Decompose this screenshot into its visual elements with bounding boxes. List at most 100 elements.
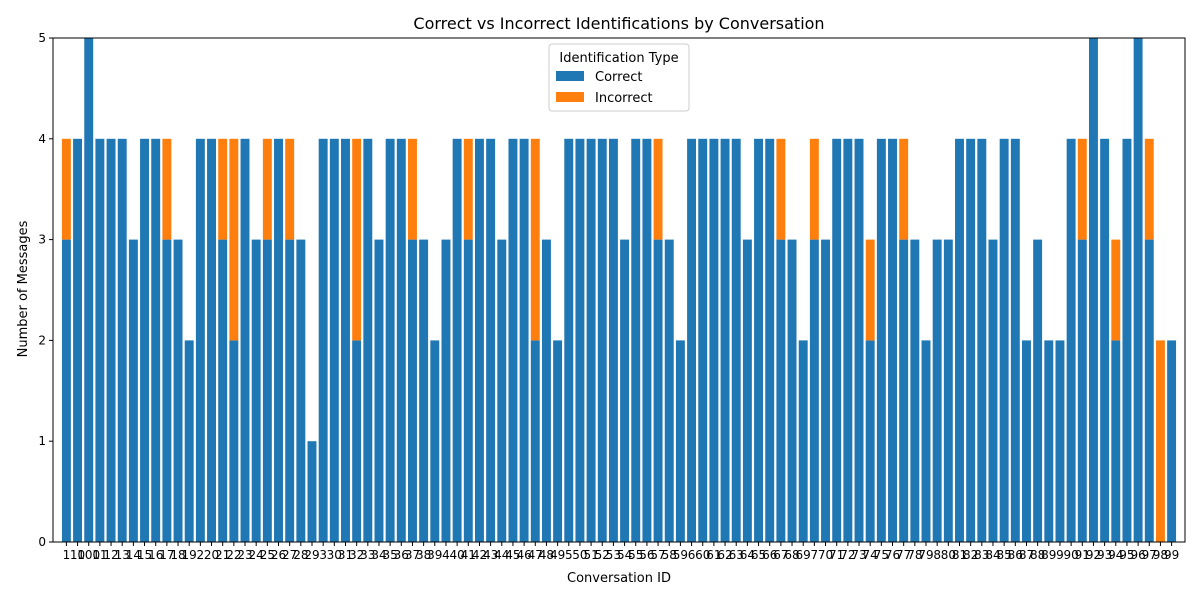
bar-correct-34	[374, 239, 384, 542]
x-tick-label: 16	[148, 548, 163, 562]
x-tick-label: 29	[304, 548, 319, 562]
bar-correct-73	[854, 138, 864, 543]
x-tick-label: 59	[673, 548, 688, 562]
x-tick-label: 73	[851, 548, 866, 562]
x-tick-label: 53	[606, 548, 621, 562]
x-tick-label: 26	[271, 548, 286, 562]
x-tick-label: 5	[565, 548, 573, 562]
x-tick-label: 17	[159, 548, 174, 562]
bar-incorrect-91	[1077, 138, 1087, 240]
bar-correct-25	[262, 239, 272, 542]
bar-correct-53	[608, 138, 618, 543]
x-tick-label: 12	[103, 548, 118, 562]
y-axis: 0 1 2 3 4 5	[38, 31, 53, 549]
x-tick-label: 72	[840, 548, 855, 562]
bar-correct-48	[541, 239, 551, 542]
bar-correct-59	[675, 340, 685, 542]
legend-label-incorrect: Incorrect	[595, 91, 653, 106]
bar-incorrect-37	[408, 138, 417, 240]
x-tick-label: 47	[528, 548, 543, 562]
bar-correct-10	[73, 138, 83, 543]
x-tick-label: 57	[650, 548, 665, 562]
x-tick-label: 84	[985, 548, 1000, 562]
bar-correct-81	[955, 138, 964, 543]
bar-correct-56	[642, 138, 652, 543]
bar-correct-70	[821, 239, 830, 542]
plot-area	[52, 37, 1186, 543]
bar-incorrect-97	[1144, 138, 1154, 240]
bar-correct-78	[910, 239, 920, 542]
x-tick-label: 63	[729, 548, 744, 562]
bar-correct-27	[285, 239, 295, 542]
bar-correct-76	[888, 138, 897, 543]
x-tick-label: 83	[974, 548, 989, 562]
bar-correct-13	[117, 138, 127, 543]
chart-title: Correct vs Incorrect Identifications by …	[413, 14, 824, 33]
x-tick-label: 34	[371, 548, 386, 562]
bar-correct-71	[832, 138, 842, 543]
x-tick-label: 76	[885, 548, 900, 562]
x-tick-label: 21	[215, 548, 230, 562]
bar-correct-18	[173, 239, 183, 542]
x-tick-label: 43	[483, 548, 498, 562]
x-tick-label: 90	[1063, 548, 1078, 562]
x-tick-label: 99	[1164, 548, 1179, 562]
bar-incorrect-22	[229, 138, 239, 341]
bar-correct-37	[408, 239, 417, 542]
bar-correct-40	[452, 138, 462, 543]
plot-frame	[52, 37, 1186, 543]
bar-correct-93	[1100, 138, 1110, 543]
bar-correct-28	[296, 239, 306, 542]
bar-correct-75	[876, 138, 886, 543]
x-tick-label: 10	[70, 548, 85, 562]
x-tick-label: 93	[1097, 548, 1112, 562]
bar-correct-6	[687, 138, 697, 543]
bar-correct-92	[1088, 38, 1098, 542]
x-tick-label: 41	[461, 548, 476, 562]
x-tick-label: 7	[811, 548, 819, 562]
bar-correct-4	[441, 239, 451, 542]
x-tick-label: 24	[249, 548, 264, 562]
x-tick-label: 36	[394, 548, 409, 562]
bar-correct-68	[787, 239, 797, 542]
bar-incorrect-7	[809, 138, 819, 240]
x-tick-label: 60	[695, 548, 710, 562]
x-tick-label: 9	[1056, 548, 1064, 562]
bar-correct-50	[575, 138, 585, 543]
bar-correct-38	[419, 239, 429, 542]
bar-correct-62	[720, 138, 730, 543]
x-tick-label: 11	[92, 548, 107, 562]
bar-correct-7	[809, 239, 819, 542]
x-tick-label: 30	[327, 548, 342, 562]
legend-swatch-incorrect	[556, 92, 584, 102]
bar-correct-60	[698, 138, 708, 543]
bar-incorrect-98	[1155, 340, 1165, 542]
bar-correct-30	[329, 138, 339, 543]
bar-correct-100	[84, 38, 94, 542]
bar-correct-3	[318, 138, 328, 543]
bar-correct-65	[754, 138, 764, 543]
x-tick-label: 98	[1153, 548, 1168, 562]
bar-correct-14	[128, 239, 138, 542]
x-tick-label: 50	[572, 548, 587, 562]
x-tick-label: 1	[63, 548, 71, 562]
x-tick-label: 97	[1142, 548, 1157, 562]
bar-correct-58	[664, 239, 674, 542]
bar-correct-82	[966, 138, 976, 543]
x-tick-label: 86	[1008, 548, 1023, 562]
x-tick-label: 6	[688, 548, 696, 562]
bar-incorrect-41	[463, 138, 473, 240]
x-tick-label: 67	[773, 548, 788, 562]
x-tick-label: 2	[197, 548, 205, 562]
x-tick-label: 64	[740, 548, 755, 562]
bar-correct-16	[151, 138, 161, 543]
x-tick-label: 23	[237, 548, 252, 562]
bar-correct-22	[229, 340, 239, 542]
bar-correct-49	[553, 340, 563, 542]
bar-correct-79	[921, 340, 931, 542]
x-tick-label: 37	[405, 548, 420, 562]
y-tick-label: 3	[38, 233, 46, 247]
bar-correct-52	[597, 138, 607, 543]
bar-correct-11	[95, 138, 105, 543]
